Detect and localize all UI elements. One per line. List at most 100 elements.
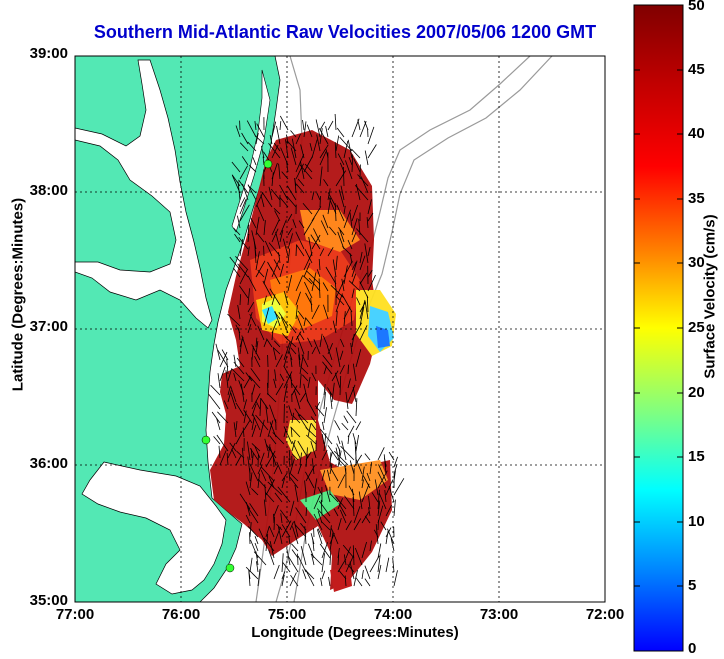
velocity-vector <box>385 531 389 545</box>
velocity-vector <box>311 346 317 355</box>
velocity-vector <box>323 304 329 320</box>
velocity-vector <box>263 268 269 285</box>
velocity-vector <box>315 119 321 138</box>
velocity-vector <box>337 517 342 531</box>
velocity-vector <box>316 508 331 524</box>
velocity-vector <box>320 428 333 445</box>
velocity-vector <box>347 435 350 445</box>
velocity-vector <box>217 411 229 424</box>
velocity-vector <box>352 387 357 403</box>
velocity-vector <box>251 452 254 466</box>
velocity-vector <box>274 340 281 348</box>
velocity-vector <box>332 259 337 278</box>
velocity-vector <box>210 384 221 396</box>
velocity-vector <box>337 450 342 468</box>
velocity-vector <box>263 295 267 306</box>
velocity-vector <box>227 442 236 459</box>
velocity-vector <box>341 294 353 313</box>
velocity-vector <box>223 400 229 410</box>
velocity-vector <box>297 178 305 187</box>
velocity-vector <box>249 313 257 327</box>
velocity-vector <box>265 450 276 468</box>
velocity-vector <box>239 197 246 208</box>
velocity-vector <box>351 148 361 159</box>
velocity-vector <box>274 369 277 382</box>
velocity-vector <box>310 416 317 424</box>
velocity-vector <box>323 179 329 187</box>
y-tick-label: 35:00 <box>29 592 68 609</box>
velocity-vector <box>259 452 265 466</box>
velocity-vector <box>292 526 299 545</box>
velocity-vector <box>289 458 295 475</box>
velocity-vector <box>364 515 371 524</box>
velocity-vector <box>275 382 284 396</box>
velocity-vector <box>377 447 385 461</box>
velocity-vector <box>237 181 241 201</box>
velocity-vector <box>306 124 313 138</box>
velocity-vector <box>377 470 388 489</box>
velocity-vector <box>271 260 280 278</box>
velocity-vector <box>360 176 369 194</box>
velocity-vector <box>257 568 261 587</box>
velocity-vector <box>377 554 381 573</box>
colorbar-tick-label: 30 <box>688 254 705 271</box>
velocity-vector <box>278 526 283 545</box>
x-tick-label: 75:00 <box>267 606 307 623</box>
velocity-vector <box>296 335 305 355</box>
y-tick-label: 37:00 <box>29 318 68 335</box>
velocity-vector <box>290 426 301 438</box>
velocity-vector <box>346 410 357 424</box>
velocity-vector <box>343 166 345 187</box>
velocity-vector <box>229 442 237 452</box>
velocity-vector <box>313 494 321 510</box>
velocity-vector <box>337 474 346 489</box>
velocity-vector <box>250 218 257 229</box>
velocity-vector <box>247 141 257 152</box>
velocity-vector <box>359 281 369 299</box>
velocity-vector <box>233 361 245 375</box>
velocity-vector <box>288 458 291 468</box>
velocity-vector <box>255 337 258 348</box>
velocity-vector <box>255 132 259 145</box>
velocity-vector <box>235 421 238 431</box>
velocity-vector <box>321 570 326 580</box>
velocity-vector <box>311 139 318 159</box>
velocity-vector <box>364 565 371 580</box>
velocity-vector <box>243 419 251 431</box>
velocity-vector <box>237 263 249 278</box>
velocity-vector <box>241 447 245 466</box>
velocity-vector <box>317 510 323 524</box>
velocity-vector <box>241 132 249 145</box>
velocity-vector <box>273 465 279 475</box>
velocity-vector <box>332 320 337 334</box>
velocity-vector <box>338 227 345 236</box>
velocity-vector <box>303 383 309 403</box>
velocity-vector <box>243 376 251 389</box>
velocity-vector <box>248 571 251 587</box>
velocity-vector <box>248 375 261 389</box>
velocity-vector <box>252 157 257 166</box>
velocity-vector <box>269 404 277 424</box>
velocity-vector <box>295 154 305 173</box>
velocity-vector <box>305 427 317 438</box>
velocity-vector <box>247 323 252 334</box>
velocity-vector <box>295 244 297 257</box>
velocity-vector <box>255 414 269 431</box>
velocity-vector <box>266 393 277 403</box>
velocity-vector <box>290 130 297 138</box>
velocity-vector <box>246 120 257 138</box>
velocity-vector <box>282 562 291 573</box>
velocity-vector <box>321 470 326 482</box>
velocity-vector <box>339 229 345 243</box>
velocity-vector <box>322 282 329 292</box>
velocity-vector <box>288 405 293 417</box>
velocity-vector <box>297 347 301 361</box>
velocity-vector <box>288 350 293 361</box>
velocity-vector <box>368 495 371 510</box>
velocity-vector <box>305 507 308 517</box>
colorbar-tick-label: 5 <box>688 577 697 594</box>
velocity-vector <box>239 338 243 355</box>
velocity-vector <box>305 569 315 587</box>
velocity-vector <box>310 440 317 459</box>
velocity-vector <box>349 561 355 580</box>
